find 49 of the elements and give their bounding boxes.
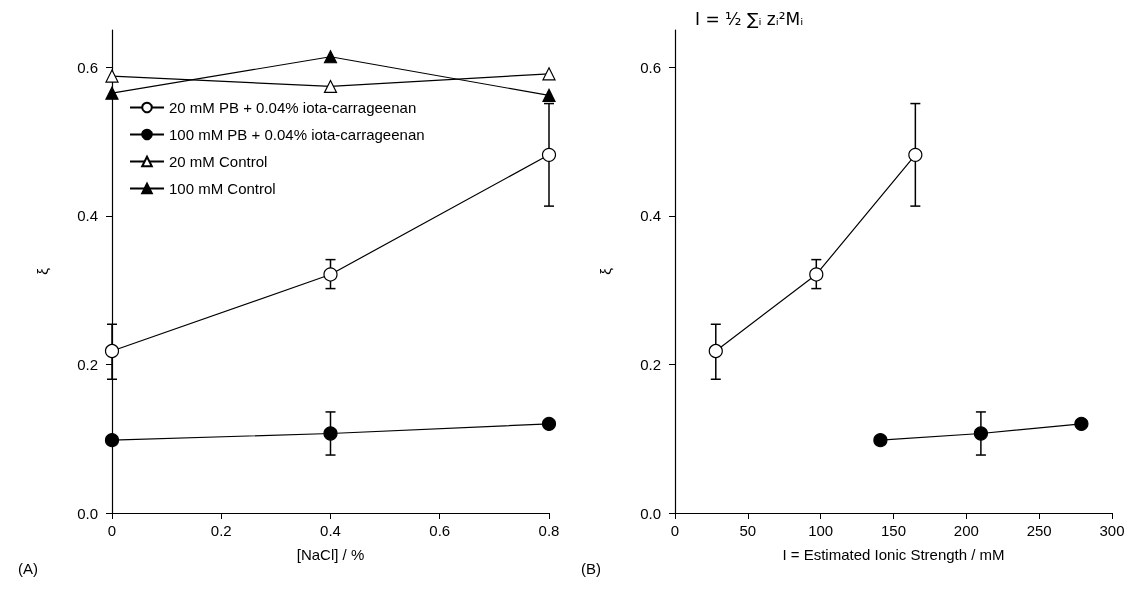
point <box>104 433 120 448</box>
x-tick-label: 250 <box>1026 522 1052 539</box>
point <box>973 426 988 441</box>
point <box>708 343 723 359</box>
y-tick-label: 0.4 <box>77 207 98 225</box>
y-tick-label: 0.0 <box>640 504 661 522</box>
x-tick-label: 150 <box>880 522 907 539</box>
point <box>809 267 824 282</box>
x-tick-label: 0.4 <box>320 522 341 539</box>
point <box>323 79 338 94</box>
point <box>1074 416 1089 431</box>
point <box>105 69 119 83</box>
x-tick-label: 0.2 <box>210 522 232 539</box>
y-tick-label: 0.2 <box>77 355 98 373</box>
point <box>323 267 338 282</box>
point <box>541 147 557 162</box>
point <box>542 67 556 81</box>
point <box>104 343 120 359</box>
point <box>542 88 556 102</box>
x-axis-title: [NaCl] / % <box>296 546 365 563</box>
x-tick-label: 0 <box>670 522 680 539</box>
text: (A) <box>18 560 38 577</box>
point <box>873 433 888 448</box>
legend-label: 100 mM PB + 0.04% iota-carrageenan <box>169 126 425 143</box>
y-tick-label: 0.2 <box>640 355 661 373</box>
point <box>323 50 338 64</box>
y-axis-title: ξ <box>597 267 614 275</box>
point <box>541 416 557 431</box>
point <box>323 426 338 441</box>
x-tick-label: 0.6 <box>429 522 451 539</box>
y-axis-title: ξ <box>34 267 51 275</box>
text: (B) <box>581 560 601 577</box>
point <box>105 86 119 100</box>
x-axis-title: I = Estimated Ionic Strength / mM <box>782 546 1005 563</box>
x-tick-label: 0 <box>107 522 117 539</box>
x-tick-label: 200 <box>953 522 979 539</box>
y-tick-label: 0.6 <box>640 58 661 76</box>
x-tick-label: 0.8 <box>538 522 560 539</box>
legend-label: 20 mM PB + 0.04% iota-carrageenan <box>169 99 417 116</box>
x-tick-label: 100 <box>808 522 834 539</box>
legend-label: 20 mM Control <box>169 153 268 170</box>
text: I = ½ ∑ᵢ zᵢ²Mᵢ <box>695 8 804 29</box>
y-tick-label: 0.4 <box>640 207 661 225</box>
x-tick-label: 300 <box>1099 522 1125 539</box>
x-tick-label: 50 <box>739 522 757 539</box>
y-tick-label: 0.0 <box>77 504 98 522</box>
legend-label: 100 mM Control <box>169 180 276 197</box>
point <box>908 147 923 162</box>
y-tick-label: 0.6 <box>77 58 98 76</box>
